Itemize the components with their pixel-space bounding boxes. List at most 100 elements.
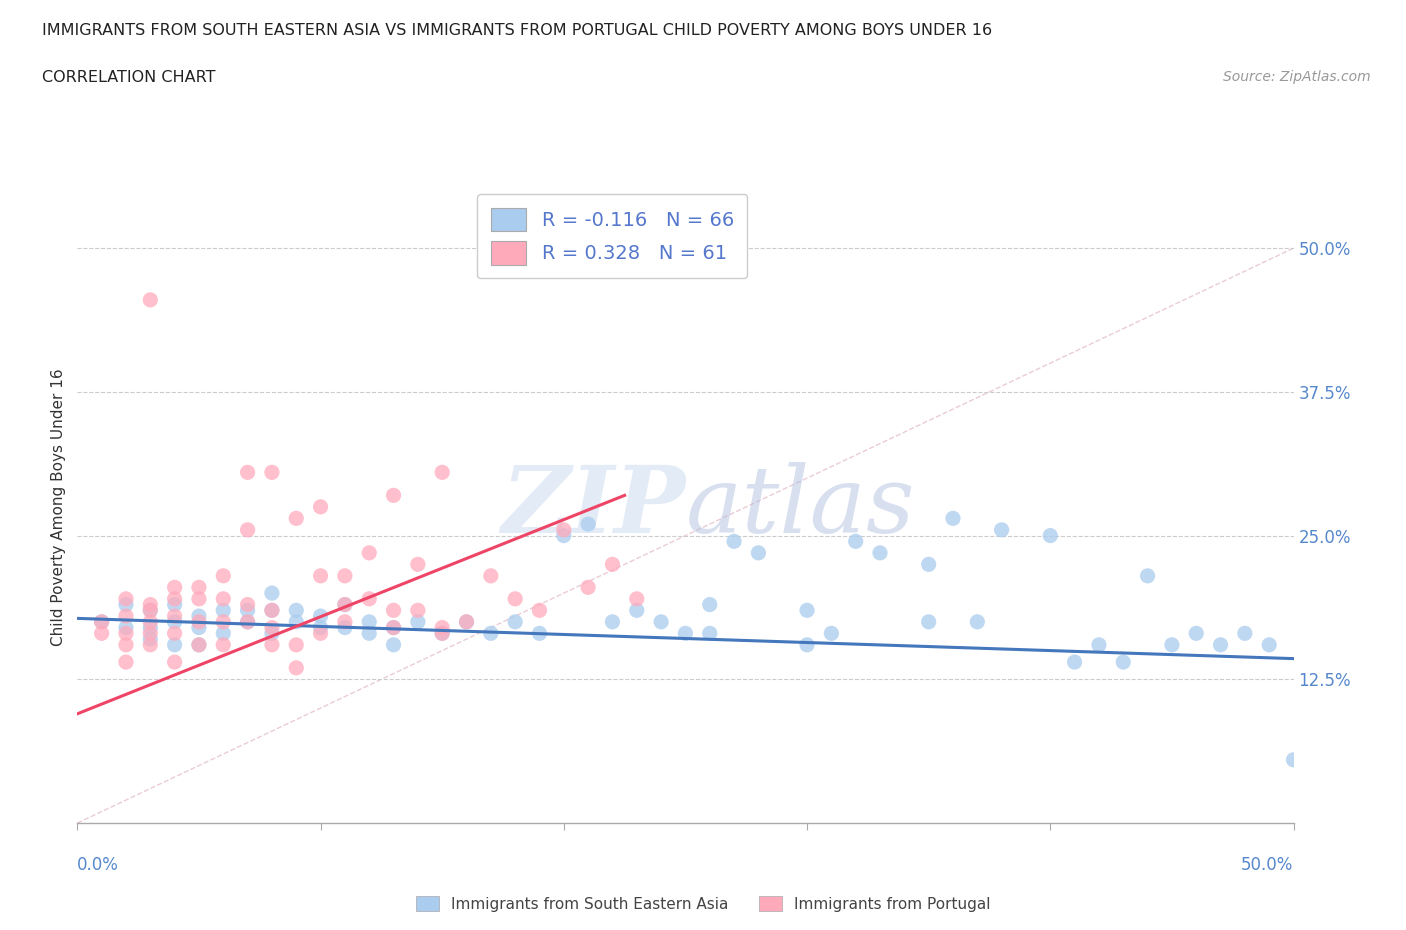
Point: [115, 626, 138, 641]
Point: [1039, 528, 1062, 543]
Point: [309, 499, 332, 514]
Point: [139, 620, 162, 635]
Point: [333, 620, 356, 635]
Point: [139, 597, 162, 612]
Legend: Immigrants from South Eastern Asia, Immigrants from Portugal: Immigrants from South Eastern Asia, Immi…: [409, 889, 997, 918]
Point: [602, 557, 624, 572]
Point: [966, 615, 988, 630]
Point: [675, 626, 697, 641]
Point: [359, 591, 381, 606]
Point: [139, 631, 162, 646]
Point: [406, 557, 429, 572]
Point: [406, 615, 429, 630]
Point: [236, 597, 259, 612]
Point: [626, 603, 648, 618]
Point: [845, 534, 868, 549]
Point: [260, 603, 283, 618]
Point: [163, 626, 186, 641]
Point: [796, 603, 818, 618]
Point: [163, 608, 186, 623]
Point: [503, 615, 526, 630]
Point: [163, 597, 186, 612]
Point: [90, 615, 112, 630]
Point: [139, 292, 162, 307]
Point: [139, 615, 162, 630]
Text: 0.0%: 0.0%: [77, 856, 120, 874]
Point: [188, 591, 211, 606]
Point: [1185, 626, 1208, 641]
Point: [942, 511, 965, 525]
Point: [503, 591, 526, 606]
Point: [115, 637, 138, 652]
Point: [90, 626, 112, 641]
Point: [188, 615, 211, 630]
Point: [1063, 655, 1085, 670]
Point: [553, 523, 575, 538]
Point: [285, 637, 308, 652]
Point: [333, 568, 356, 583]
Point: [163, 591, 186, 606]
Point: [576, 580, 599, 595]
Point: [163, 615, 186, 630]
Point: [1233, 626, 1256, 641]
Point: [382, 620, 405, 635]
Point: [260, 603, 283, 618]
Point: [260, 620, 283, 635]
Point: [236, 615, 259, 630]
Text: 50.0%: 50.0%: [1241, 856, 1294, 874]
Point: [1258, 637, 1281, 652]
Text: ZIP: ZIP: [501, 462, 686, 551]
Point: [115, 591, 138, 606]
Point: [139, 603, 162, 618]
Point: [212, 568, 235, 583]
Legend: R = -0.116   N = 66, R = 0.328   N = 61: R = -0.116 N = 66, R = 0.328 N = 61: [478, 194, 748, 278]
Point: [188, 608, 211, 623]
Point: [309, 608, 332, 623]
Point: [260, 465, 283, 480]
Point: [188, 637, 211, 652]
Point: [456, 615, 478, 630]
Point: [529, 626, 551, 641]
Point: [699, 626, 721, 641]
Point: [796, 637, 818, 652]
Point: [212, 591, 235, 606]
Point: [139, 603, 162, 618]
Point: [747, 545, 769, 560]
Point: [918, 615, 941, 630]
Point: [382, 603, 405, 618]
Point: [626, 591, 648, 606]
Point: [650, 615, 672, 630]
Point: [212, 637, 235, 652]
Point: [432, 620, 454, 635]
Point: [212, 603, 235, 618]
Point: [406, 603, 429, 618]
Point: [188, 580, 211, 595]
Point: [260, 586, 283, 601]
Point: [918, 557, 941, 572]
Point: [1209, 637, 1232, 652]
Point: [382, 620, 405, 635]
Point: [163, 637, 186, 652]
Point: [479, 626, 502, 641]
Point: [382, 488, 405, 503]
Point: [188, 637, 211, 652]
Point: [359, 626, 381, 641]
Point: [576, 517, 599, 532]
Point: [260, 626, 283, 641]
Point: [820, 626, 842, 641]
Point: [309, 620, 332, 635]
Point: [115, 620, 138, 635]
Point: [115, 597, 138, 612]
Point: [1136, 568, 1159, 583]
Text: IMMIGRANTS FROM SOUTH EASTERN ASIA VS IMMIGRANTS FROM PORTUGAL CHILD POVERTY AMO: IMMIGRANTS FROM SOUTH EASTERN ASIA VS IM…: [42, 23, 993, 38]
Point: [236, 603, 259, 618]
Point: [285, 603, 308, 618]
Point: [309, 568, 332, 583]
Point: [1112, 655, 1135, 670]
Point: [212, 626, 235, 641]
Point: [432, 626, 454, 641]
Point: [309, 626, 332, 641]
Point: [163, 580, 186, 595]
Point: [553, 528, 575, 543]
Point: [723, 534, 745, 549]
